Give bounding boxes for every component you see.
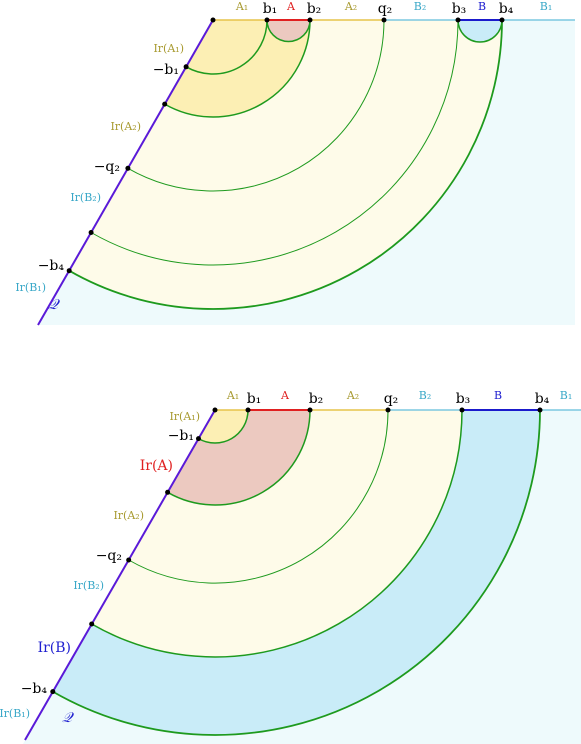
label: A₂ [344,0,357,13]
label: B₁ [560,389,573,402]
point [162,101,168,107]
label: Ir(A₂) [110,120,141,133]
label: Ir(A₁) [153,42,184,55]
wedge-a [267,20,310,42]
arc [91,409,463,658]
dots [50,407,543,695]
label: B [494,389,502,402]
label: B [478,0,486,13]
label: b₂ [307,1,322,17]
point [196,436,201,442]
label: b₄ [499,1,514,17]
point [165,489,171,495]
label: b₄ [535,391,550,407]
label: A [280,389,290,402]
label: q₂ [378,1,393,17]
label: Ir(A₁) [169,410,200,423]
arc [128,409,389,584]
label: −q₂ [96,548,122,564]
label: −b₄ [38,258,65,274]
label: Ir(B₂) [70,191,101,204]
label: −q₂ [94,159,120,175]
label: −b₁ [153,62,179,78]
label: B₁ [540,0,553,13]
label: −b₁ [168,428,194,444]
label: Ir(B₂) [73,579,104,592]
point [245,407,251,413]
arc [198,409,249,444]
point [125,165,131,171]
label: A₁ [226,389,239,402]
arc [457,19,503,43]
label: A₁ [235,0,248,13]
point [307,17,313,23]
label: Ir(B₁) [0,707,30,720]
point [89,621,95,627]
label: q₂ [384,391,399,407]
point [66,268,72,274]
arc [68,19,503,310]
point [307,407,313,413]
label: Ir(B₁) [15,281,46,294]
point [455,17,461,23]
label: Ir(A) [140,458,173,474]
label: b₃ [452,1,467,17]
label: Ir(A₂) [113,509,144,522]
arc [266,19,311,43]
wedge-b [458,20,502,42]
brane [37,19,214,326]
label: A [286,0,296,13]
label: b₂ [309,391,324,407]
point [183,64,189,70]
point [212,407,218,413]
point [459,407,465,413]
arc [127,19,385,192]
point [385,407,391,413]
label: 𝒬 [62,710,74,726]
label: A₂ [346,389,359,402]
point [264,17,270,23]
arc [167,409,311,506]
point [210,17,216,23]
arc [164,19,311,118]
label: b₃ [456,391,471,407]
arc [90,19,459,266]
point [537,407,543,413]
label: Ir(B) [38,640,71,656]
label: B₂ [414,0,427,13]
point [126,557,132,563]
top-panel: A₁ b₁ A b₂ A₂ q₂ B₂ b₃ B b₄ B₁ Ir(A₁) −b… [15,0,575,326]
point [88,230,94,235]
point [499,17,505,23]
point [381,17,387,23]
dots [66,17,505,274]
label: 𝒬 [48,297,60,313]
arc [52,409,541,736]
label: B₂ [419,389,432,402]
bottom-panel: A₁ b₁ A b₂ A₂ q₂ B₂ b₃ B b₄ B₁ Ir(A₁) −b… [0,389,581,744]
label: b₁ [263,1,278,17]
brane [24,409,216,741]
point [50,689,56,695]
arc [185,19,268,75]
label: −b₄ [21,681,48,697]
label: b₁ [247,391,262,407]
